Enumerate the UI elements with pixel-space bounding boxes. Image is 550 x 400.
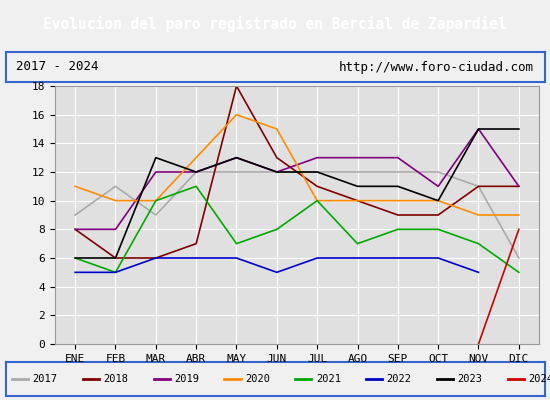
Text: 2019: 2019 xyxy=(174,374,199,384)
Text: Evolucion del paro registrado en Bercial de Zapardiel: Evolucion del paro registrado en Bercial… xyxy=(43,16,507,32)
Text: 2022: 2022 xyxy=(387,374,411,384)
Text: 2023: 2023 xyxy=(458,374,482,384)
Text: 2017: 2017 xyxy=(32,374,57,384)
Text: 2017 - 2024: 2017 - 2024 xyxy=(16,60,99,74)
Text: http://www.foro-ciudad.com: http://www.foro-ciudad.com xyxy=(339,60,534,74)
Text: 2021: 2021 xyxy=(316,374,341,384)
Text: 2018: 2018 xyxy=(103,374,128,384)
Text: 2020: 2020 xyxy=(245,374,270,384)
Text: 2024: 2024 xyxy=(529,374,550,384)
